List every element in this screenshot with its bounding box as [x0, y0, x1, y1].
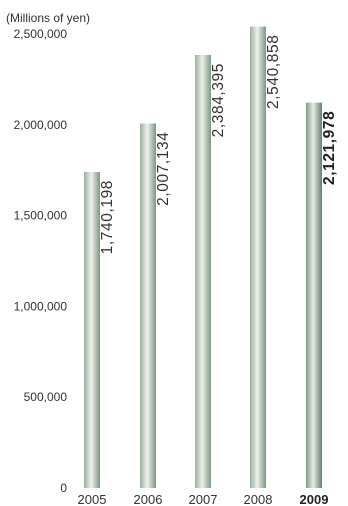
- data-label-2009: 2,121,978: [321, 111, 338, 185]
- bar-2005: [84, 171, 100, 488]
- unit-label: (Millions of yen): [6, 11, 90, 25]
- bars: [84, 26, 322, 489]
- data-label-2008: 2,540,858: [265, 35, 282, 109]
- x-tick-label: 2008: [244, 492, 273, 506]
- bar-2008: [250, 26, 266, 488]
- data-label-2005: 1,740,198: [99, 180, 116, 254]
- y-tick-label: 2,000,000: [14, 118, 68, 132]
- bar-2007: [195, 54, 211, 489]
- bar-2006: [140, 123, 156, 489]
- data-label-2006: 2,007,134: [155, 132, 172, 206]
- y-tick-label: 0: [60, 481, 67, 495]
- bar-2009: [306, 102, 322, 488]
- y-axis-ticks: 0 500,000 1,000,000 1,500,000 2,000,000 2,500…: [14, 27, 68, 495]
- y-tick-label: 500,000: [24, 390, 68, 404]
- x-tick-label: 2006: [134, 492, 163, 506]
- data-label-2007: 2,384,395: [210, 63, 227, 137]
- y-tick-label: 1,500,000: [14, 209, 68, 223]
- x-axis-ticks: 2005 2006 2007 2008 2009: [78, 492, 329, 506]
- y-tick-label: 2,500,000: [14, 27, 68, 41]
- data-labels: 1,740,198 2,007,134 2,384,395 2,540,858 2,12…: [99, 35, 338, 255]
- x-tick-label: 2005: [78, 492, 107, 506]
- y-tick-label: 1,000,000: [14, 299, 68, 313]
- x-tick-label: 2007: [189, 492, 218, 506]
- x-tick-label: 2009: [300, 492, 329, 506]
